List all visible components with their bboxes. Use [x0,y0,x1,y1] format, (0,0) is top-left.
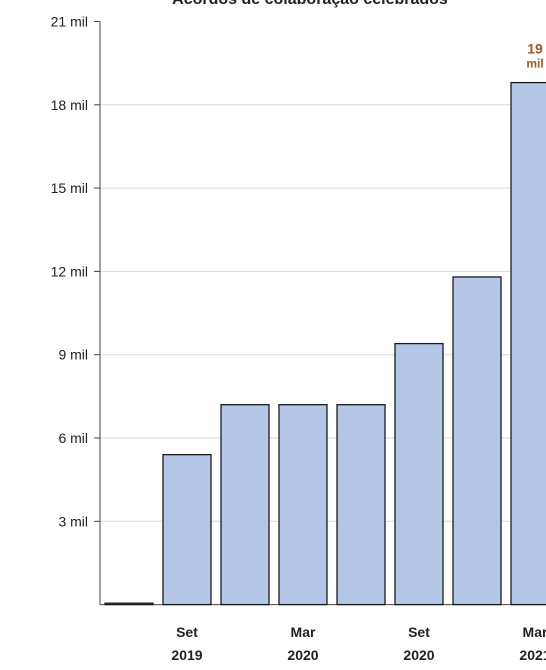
bar [336,404,386,606]
chart-title: Acordos de colaboração celebrados [172,0,448,8]
y-tick-label: 6 mil [58,430,88,446]
x-tick-label-line: Set [176,624,198,640]
bar [278,404,328,606]
bar [452,276,502,606]
y-tick-label: 3 mil [58,513,88,529]
x-tick-label-line: 2019 [171,647,202,663]
bar [220,404,270,606]
x-tick-label-line: 2020 [403,647,434,663]
y-tick-label: 12 mil [51,263,88,279]
y-tick-label: 18 mil [51,97,88,113]
x-tick-label-line: Mar [291,624,316,640]
x-tick-label-line: Mar [523,624,546,640]
x-tick-label-line: Set [408,624,430,640]
x-tick-label-line: 2020 [287,647,318,663]
y-tick-label: 9 mil [58,347,88,363]
x-tick-label: Set 2019 [171,624,202,663]
y-tick-label: 21 mil [51,14,88,30]
value-label: 19 mil [526,41,543,71]
x-tick-label: Set 2020 [403,624,434,663]
value-label-line: mil [526,57,543,71]
bar [510,81,546,606]
bar [104,602,154,606]
x-tick-label: Mar 2020 [287,624,318,663]
bar [162,454,212,606]
bar [394,342,444,606]
value-label-line: 19 [527,41,543,57]
y-tick-label: 15 mil [51,180,88,196]
